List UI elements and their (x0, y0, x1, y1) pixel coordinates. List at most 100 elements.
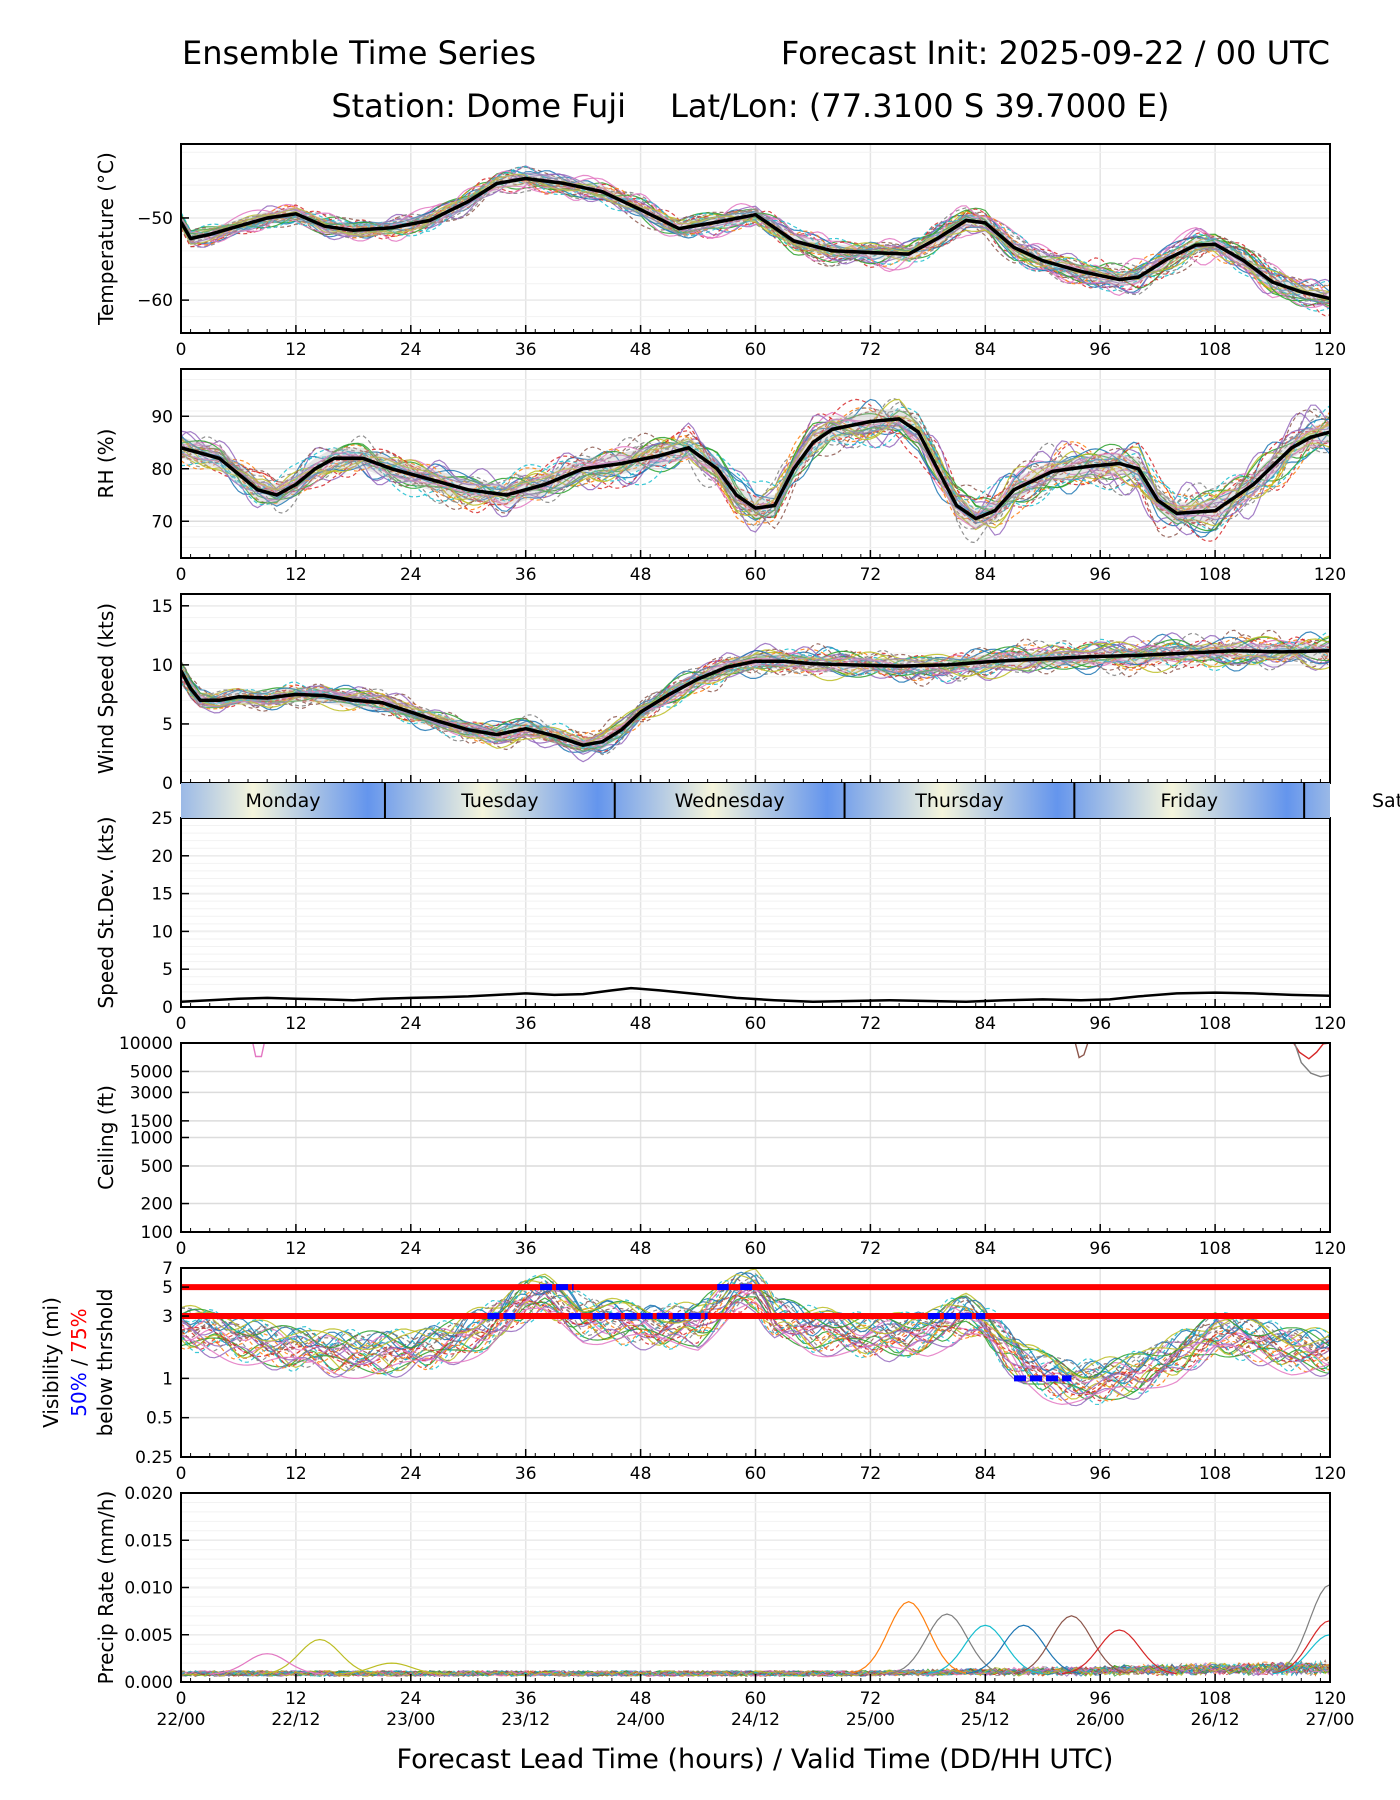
y-axis-label: Wind Speed (kts) (94, 603, 118, 774)
x-tick-label: 72 (860, 1689, 882, 1709)
y-axis-label: Precip Rate (mm/h) (94, 1491, 118, 1685)
valid-time-label: 25/12 (961, 1710, 1010, 1730)
valid-time-label: 22/00 (157, 1710, 206, 1730)
spread-band (181, 643, 1330, 753)
y-axis-label: Speed St.Dev. (kts) (94, 816, 118, 1008)
ensemble-member-line (181, 1283, 1330, 1384)
ensemble-member-line (181, 641, 1330, 745)
y-tick-label: 1500 (130, 1112, 173, 1132)
ensemble-member-line (181, 1660, 1330, 1677)
y-tick-label: 200 (141, 1195, 173, 1215)
ensemble-member-line (181, 1274, 1330, 1379)
x-tick-label: 108 (1199, 1014, 1231, 1034)
x-tick-label: 96 (1089, 1689, 1111, 1709)
panel-temperature: −60 −50 0 12 24 36 48 60 72 84 96 108 120 Temperature… (94, 143, 1346, 360)
y-tick-label: 10 (151, 656, 173, 676)
grid (180, 1492, 1331, 1683)
ensemble-member-line (181, 632, 1330, 763)
precip-peak-line (262, 1638, 378, 1675)
x-tick-label: 120 (1314, 1239, 1346, 1259)
y-tick-label: 5 (162, 960, 173, 980)
y-tick-label: 0.000 (124, 1673, 173, 1693)
ensemble-member-line (181, 1274, 1330, 1375)
ensemble-member-line (181, 639, 1330, 751)
x-axis-title: Forecast Lead Time (hours) / Valid Time … (397, 1744, 1114, 1775)
y-tick-label: 0 (162, 774, 173, 794)
valid-time-label: 26/12 (1191, 1710, 1240, 1730)
x-tick-label: 84 (974, 1239, 996, 1259)
x-tick-label: 0 (176, 565, 187, 585)
x-tick-label: 120 (1314, 340, 1346, 360)
grid (180, 817, 1331, 1008)
y-tick-label: 1000 (130, 1129, 173, 1149)
day-bar-background (181, 783, 1330, 818)
y-tick-label: 0.010 (124, 1579, 173, 1599)
y-tick-label: −50 (137, 209, 173, 229)
ensemble-member-line (181, 641, 1330, 748)
panel-speed-stdev: 0 5 10 15 20 25 0 12 24 36 48 60 72 84 96 108 120 Speed S… (94, 809, 1346, 1034)
y-tick-label: 0.005 (124, 1626, 173, 1646)
y-tick-label: 70 (151, 512, 173, 532)
spread-band (181, 408, 1330, 530)
x-tick-label: 24 (400, 565, 422, 585)
valid-time-label: 23/00 (386, 1710, 435, 1730)
ceiling-member-line (1293, 1043, 1330, 1078)
panel-wind-speed: 0 5 10 15 Wind Speed (kts) (94, 593, 1331, 794)
ensemble-mean-line (181, 986, 1330, 1003)
y-tick-label: 0.5 (146, 1409, 173, 1429)
day-label: Monday (245, 790, 320, 812)
title-forecast-init: Forecast Init: 2025-09-22 / 00 UTC (781, 34, 1330, 72)
plot-area (181, 986, 1330, 1003)
x-tick-label: 120 (1314, 1464, 1346, 1484)
x-tick-label: 24 (400, 1014, 422, 1034)
x-tick-label: 108 (1199, 1689, 1231, 1709)
x-tick-label: 12 (285, 1464, 307, 1484)
day-label: Wednesday (675, 790, 785, 812)
x-tick-label: 84 (974, 565, 996, 585)
ensemble-member-line (181, 415, 1330, 529)
x-tick-label: 96 (1089, 1464, 1111, 1484)
y-tick-label: 500 (141, 1157, 173, 1177)
y-tick-label: 0.020 (124, 1484, 173, 1504)
plot-area (181, 398, 1330, 544)
y-axis-label: RH (%) (94, 429, 118, 499)
valid-time-label: 22/12 (271, 1710, 320, 1730)
valid-time-label: 23/12 (501, 1710, 550, 1730)
plot-area (181, 629, 1330, 763)
x-tick-label: 12 (285, 1014, 307, 1034)
precip-peak-line (1272, 1584, 1330, 1674)
ceiling-member-line (252, 1043, 265, 1058)
ensemble-member-line (181, 1272, 1330, 1380)
y-tick-label: 90 (151, 407, 173, 427)
x-tick-label: 84 (974, 1689, 996, 1709)
x-tick-label: 120 (1314, 565, 1346, 585)
ensemble-member-line (181, 1661, 1330, 1677)
y-tick-label: 100 (141, 1223, 173, 1243)
grid (180, 593, 1331, 784)
ensemble-member-line (181, 1301, 1330, 1406)
x-tick-label: 48 (630, 340, 652, 360)
ensemble-member-line (181, 1297, 1330, 1403)
x-tick-label: 0 (176, 1464, 187, 1484)
title-left: Ensemble Time Series (182, 34, 536, 72)
ensemble-member-line (181, 1661, 1330, 1677)
panel-precip-rate: 0.000 0.005 0.010 0.015 0.020 0 12 24 36 48 60 72 84… (94, 1484, 1355, 1730)
x-tick-label: 108 (1199, 340, 1231, 360)
title-latlon: Lat/Lon: (77.3100 S 39.7000 E) (670, 87, 1170, 125)
chart-panels: −60−500 12 24 36 48 60 72 84 96 108 120Temperature… (39, 143, 1355, 1730)
x-tick-label: 12 (285, 340, 307, 360)
x-tick-label: 0 (176, 1239, 187, 1259)
day-label: Sat (1372, 790, 1400, 812)
ensemble-member-line (181, 1271, 1330, 1378)
y-tick-label: −60 (137, 291, 173, 311)
valid-time-label: 24/12 (731, 1710, 780, 1730)
x-tick-label: 60 (745, 565, 767, 585)
precip-peak-line (1272, 1634, 1330, 1675)
x-tick-label: 108 (1199, 1464, 1231, 1484)
precip-peak-line (1272, 1619, 1330, 1675)
x-tick-label: 48 (630, 1014, 652, 1034)
ensemble-member-line (181, 1277, 1330, 1383)
x-tick-label: 48 (630, 1239, 652, 1259)
y-tick-label: 15 (151, 885, 173, 905)
